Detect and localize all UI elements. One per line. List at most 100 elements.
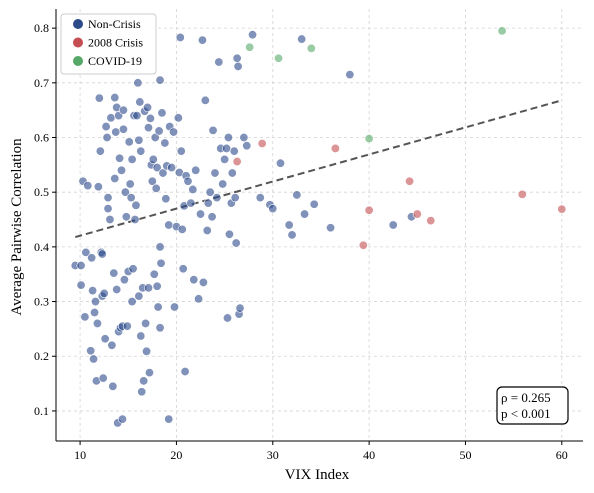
data-point <box>230 193 240 203</box>
data-point <box>232 53 242 63</box>
axes <box>55 9 583 442</box>
data-point <box>121 212 131 222</box>
data-point <box>147 176 157 186</box>
legend-label: Non-Crisis <box>88 17 141 31</box>
data-point <box>99 288 109 298</box>
data-point <box>180 367 190 377</box>
rho-annotation: ρ = 0.265 <box>501 390 551 405</box>
x-tick-label: 20 <box>170 448 182 462</box>
x-axis-label: VIX Index <box>285 467 350 483</box>
data-point <box>197 35 207 45</box>
data-point <box>83 181 93 191</box>
data-point <box>94 93 104 103</box>
data-point <box>517 189 527 199</box>
data-point <box>203 198 213 208</box>
data-point <box>292 190 302 200</box>
data-point <box>105 215 115 225</box>
data-point <box>160 138 170 148</box>
y-tick-label: 0.2 <box>34 349 49 363</box>
data-point <box>112 285 122 295</box>
data-point <box>358 240 368 250</box>
data-point <box>158 168 168 178</box>
data-point <box>117 165 127 175</box>
data-point <box>287 230 297 240</box>
data-point <box>170 302 180 312</box>
data-point <box>188 184 198 194</box>
data-point <box>345 70 355 80</box>
data-point <box>136 331 146 341</box>
data-point <box>268 204 278 214</box>
legend-box <box>60 13 157 75</box>
data-point <box>91 297 101 307</box>
data-point <box>110 93 120 103</box>
data-point <box>175 32 185 42</box>
y-tick-label: 0.7 <box>34 76 49 90</box>
data-point <box>107 340 117 350</box>
data-point <box>119 275 129 285</box>
data-point <box>130 215 140 225</box>
data-point <box>232 157 242 167</box>
data-point <box>143 123 153 133</box>
data-point <box>93 182 103 192</box>
data-point <box>173 113 183 123</box>
data-point <box>242 141 252 151</box>
data-point <box>255 193 265 203</box>
data-point <box>227 168 237 178</box>
data-point <box>144 368 154 378</box>
data-point <box>97 249 107 259</box>
p-value-annotation: p < 0.001 <box>501 406 551 421</box>
y-tick-label: 0.6 <box>34 131 49 145</box>
data-point <box>151 183 161 193</box>
data-point <box>111 127 121 137</box>
data-point <box>218 179 228 189</box>
data-point <box>177 224 187 234</box>
data-point <box>143 283 153 293</box>
data-point <box>198 277 208 287</box>
data-point <box>132 111 142 121</box>
data-point <box>161 194 171 204</box>
data-point <box>87 253 97 263</box>
data-point <box>306 43 316 53</box>
data-point <box>309 199 319 209</box>
data-point <box>196 209 206 219</box>
annotation-box <box>496 386 569 425</box>
data-point <box>235 303 245 313</box>
data-point <box>141 318 151 328</box>
data-point <box>205 187 215 197</box>
data-point <box>100 334 110 344</box>
data-point <box>80 312 90 322</box>
data-point <box>405 176 415 186</box>
data-point <box>224 229 234 239</box>
data-point <box>98 373 108 383</box>
x-tick-label: 50 <box>459 448 471 462</box>
data-point <box>275 158 285 168</box>
data-point <box>152 281 162 291</box>
data-point <box>118 105 128 115</box>
y-tick-label: 0.1 <box>34 404 49 418</box>
data-point <box>200 95 210 105</box>
data-point <box>127 154 137 164</box>
correlation-annotation: ρ = 0.265 p < 0.001 <box>496 386 569 425</box>
legend-marker <box>73 56 83 66</box>
data-point <box>89 354 99 364</box>
data-point <box>412 209 422 219</box>
x-axis-ticks: 10 20 30 40 50 60 <box>74 441 568 462</box>
data-point <box>300 209 310 219</box>
data-point <box>134 291 144 301</box>
data-point <box>208 125 218 135</box>
data-point <box>143 102 153 112</box>
data-point <box>156 258 166 268</box>
data-point <box>150 133 160 143</box>
data-point <box>167 163 177 173</box>
data-point <box>102 133 112 143</box>
data-point <box>136 146 146 156</box>
data-point <box>152 163 162 173</box>
data-point <box>88 286 98 296</box>
data-point <box>326 223 336 233</box>
data-point <box>109 268 119 278</box>
x-tick-label: 10 <box>74 448 86 462</box>
data-point <box>222 313 232 323</box>
data-point <box>388 220 398 230</box>
legend-label: 2008 Crisis <box>88 36 143 50</box>
